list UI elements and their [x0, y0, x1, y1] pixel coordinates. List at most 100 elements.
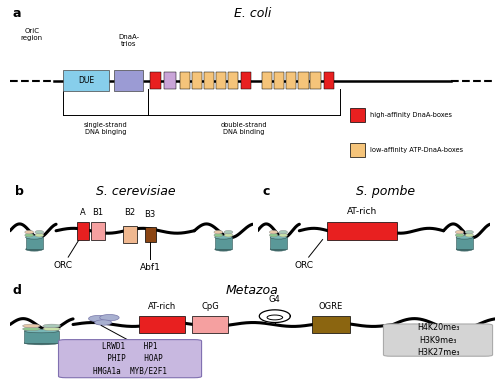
- Text: C1: C1: [312, 78, 320, 83]
- Ellipse shape: [279, 231, 287, 234]
- Ellipse shape: [26, 236, 43, 239]
- Text: DUE: DUE: [78, 76, 94, 85]
- Text: a: a: [12, 7, 21, 20]
- FancyBboxPatch shape: [192, 316, 228, 333]
- FancyBboxPatch shape: [204, 72, 214, 89]
- Text: B1: B1: [92, 208, 104, 217]
- FancyBboxPatch shape: [327, 222, 397, 239]
- Ellipse shape: [215, 236, 232, 239]
- Ellipse shape: [214, 234, 222, 237]
- Text: OriC
region: OriC region: [21, 28, 43, 41]
- Ellipse shape: [408, 329, 442, 333]
- Ellipse shape: [43, 327, 60, 331]
- FancyBboxPatch shape: [350, 108, 365, 122]
- Bar: [24, 331, 59, 343]
- Ellipse shape: [22, 327, 40, 331]
- Text: C2: C2: [288, 78, 295, 83]
- FancyBboxPatch shape: [310, 72, 320, 89]
- FancyBboxPatch shape: [324, 72, 334, 89]
- Text: B3: B3: [144, 210, 156, 219]
- Ellipse shape: [35, 234, 43, 237]
- FancyBboxPatch shape: [150, 72, 160, 89]
- Text: I2: I2: [230, 78, 236, 83]
- Ellipse shape: [426, 327, 444, 331]
- Text: ORC: ORC: [294, 261, 314, 270]
- Ellipse shape: [270, 234, 278, 237]
- Ellipse shape: [25, 234, 34, 237]
- Ellipse shape: [406, 327, 423, 331]
- Text: R2: R2: [242, 78, 250, 83]
- Text: A: A: [80, 208, 86, 217]
- Ellipse shape: [94, 320, 112, 325]
- Bar: [215, 237, 232, 249]
- Ellipse shape: [25, 231, 34, 234]
- Ellipse shape: [224, 231, 233, 234]
- Ellipse shape: [456, 236, 472, 239]
- Text: c: c: [262, 185, 270, 198]
- FancyBboxPatch shape: [384, 324, 492, 356]
- FancyBboxPatch shape: [192, 72, 202, 89]
- Text: I3: I3: [300, 78, 306, 83]
- Text: b: b: [15, 185, 24, 198]
- Ellipse shape: [26, 247, 43, 251]
- Text: E. coli: E. coli: [234, 7, 271, 20]
- Ellipse shape: [43, 324, 60, 327]
- Text: R5: R5: [193, 78, 200, 83]
- FancyBboxPatch shape: [286, 72, 296, 89]
- Ellipse shape: [24, 341, 59, 345]
- FancyBboxPatch shape: [228, 72, 238, 89]
- Bar: [408, 331, 442, 343]
- Ellipse shape: [224, 234, 233, 237]
- Ellipse shape: [465, 231, 473, 234]
- FancyBboxPatch shape: [274, 72, 284, 89]
- Text: Abf1: Abf1: [140, 263, 160, 272]
- Ellipse shape: [35, 231, 43, 234]
- FancyBboxPatch shape: [298, 72, 308, 89]
- FancyBboxPatch shape: [58, 340, 202, 378]
- Ellipse shape: [24, 329, 59, 333]
- Text: OGRE: OGRE: [318, 302, 342, 311]
- Text: ORC: ORC: [54, 261, 73, 270]
- FancyBboxPatch shape: [216, 72, 226, 89]
- FancyBboxPatch shape: [124, 226, 137, 244]
- FancyBboxPatch shape: [64, 70, 110, 91]
- Bar: [456, 237, 472, 249]
- Ellipse shape: [215, 247, 232, 251]
- Text: low-affinity ATP-DnaA-boxes: low-affinity ATP-DnaA-boxes: [370, 147, 463, 153]
- Text: double-strand
DNA binding: double-strand DNA binding: [220, 122, 268, 135]
- Bar: [26, 237, 43, 249]
- FancyBboxPatch shape: [114, 70, 144, 91]
- Text: LRWD1    HP1
  PHIP    HOAP
HMGA1a  MYB/E2F1: LRWD1 HP1 PHIP HOAP HMGA1a MYB/E2F1: [93, 342, 167, 376]
- Text: I1: I1: [218, 78, 224, 83]
- FancyBboxPatch shape: [138, 316, 184, 333]
- Ellipse shape: [456, 234, 464, 237]
- Ellipse shape: [88, 316, 108, 322]
- FancyBboxPatch shape: [76, 222, 89, 239]
- Text: Metazoa: Metazoa: [226, 285, 279, 298]
- Ellipse shape: [100, 314, 119, 321]
- Ellipse shape: [279, 234, 287, 237]
- FancyBboxPatch shape: [91, 222, 104, 239]
- Text: R1: R1: [152, 78, 160, 83]
- Text: AT-rich: AT-rich: [148, 302, 176, 311]
- Text: τ1: τ1: [181, 78, 188, 83]
- Ellipse shape: [22, 324, 40, 327]
- Ellipse shape: [426, 324, 444, 327]
- Polygon shape: [267, 315, 282, 320]
- Ellipse shape: [270, 236, 286, 239]
- Ellipse shape: [456, 247, 472, 251]
- Ellipse shape: [406, 324, 423, 327]
- Text: B2: B2: [124, 208, 136, 217]
- Text: R4: R4: [324, 78, 332, 83]
- Text: C3: C3: [263, 78, 271, 83]
- FancyBboxPatch shape: [164, 72, 176, 89]
- Text: single-strand
DNA binging: single-strand DNA binging: [84, 122, 128, 135]
- Text: IHF: IHF: [166, 78, 174, 83]
- Ellipse shape: [408, 341, 442, 345]
- Ellipse shape: [214, 231, 222, 234]
- Text: G4: G4: [269, 295, 280, 304]
- Text: DnaA-
trios: DnaA- trios: [118, 34, 140, 47]
- FancyBboxPatch shape: [180, 72, 190, 89]
- Text: CpG: CpG: [201, 302, 219, 311]
- Ellipse shape: [465, 234, 473, 237]
